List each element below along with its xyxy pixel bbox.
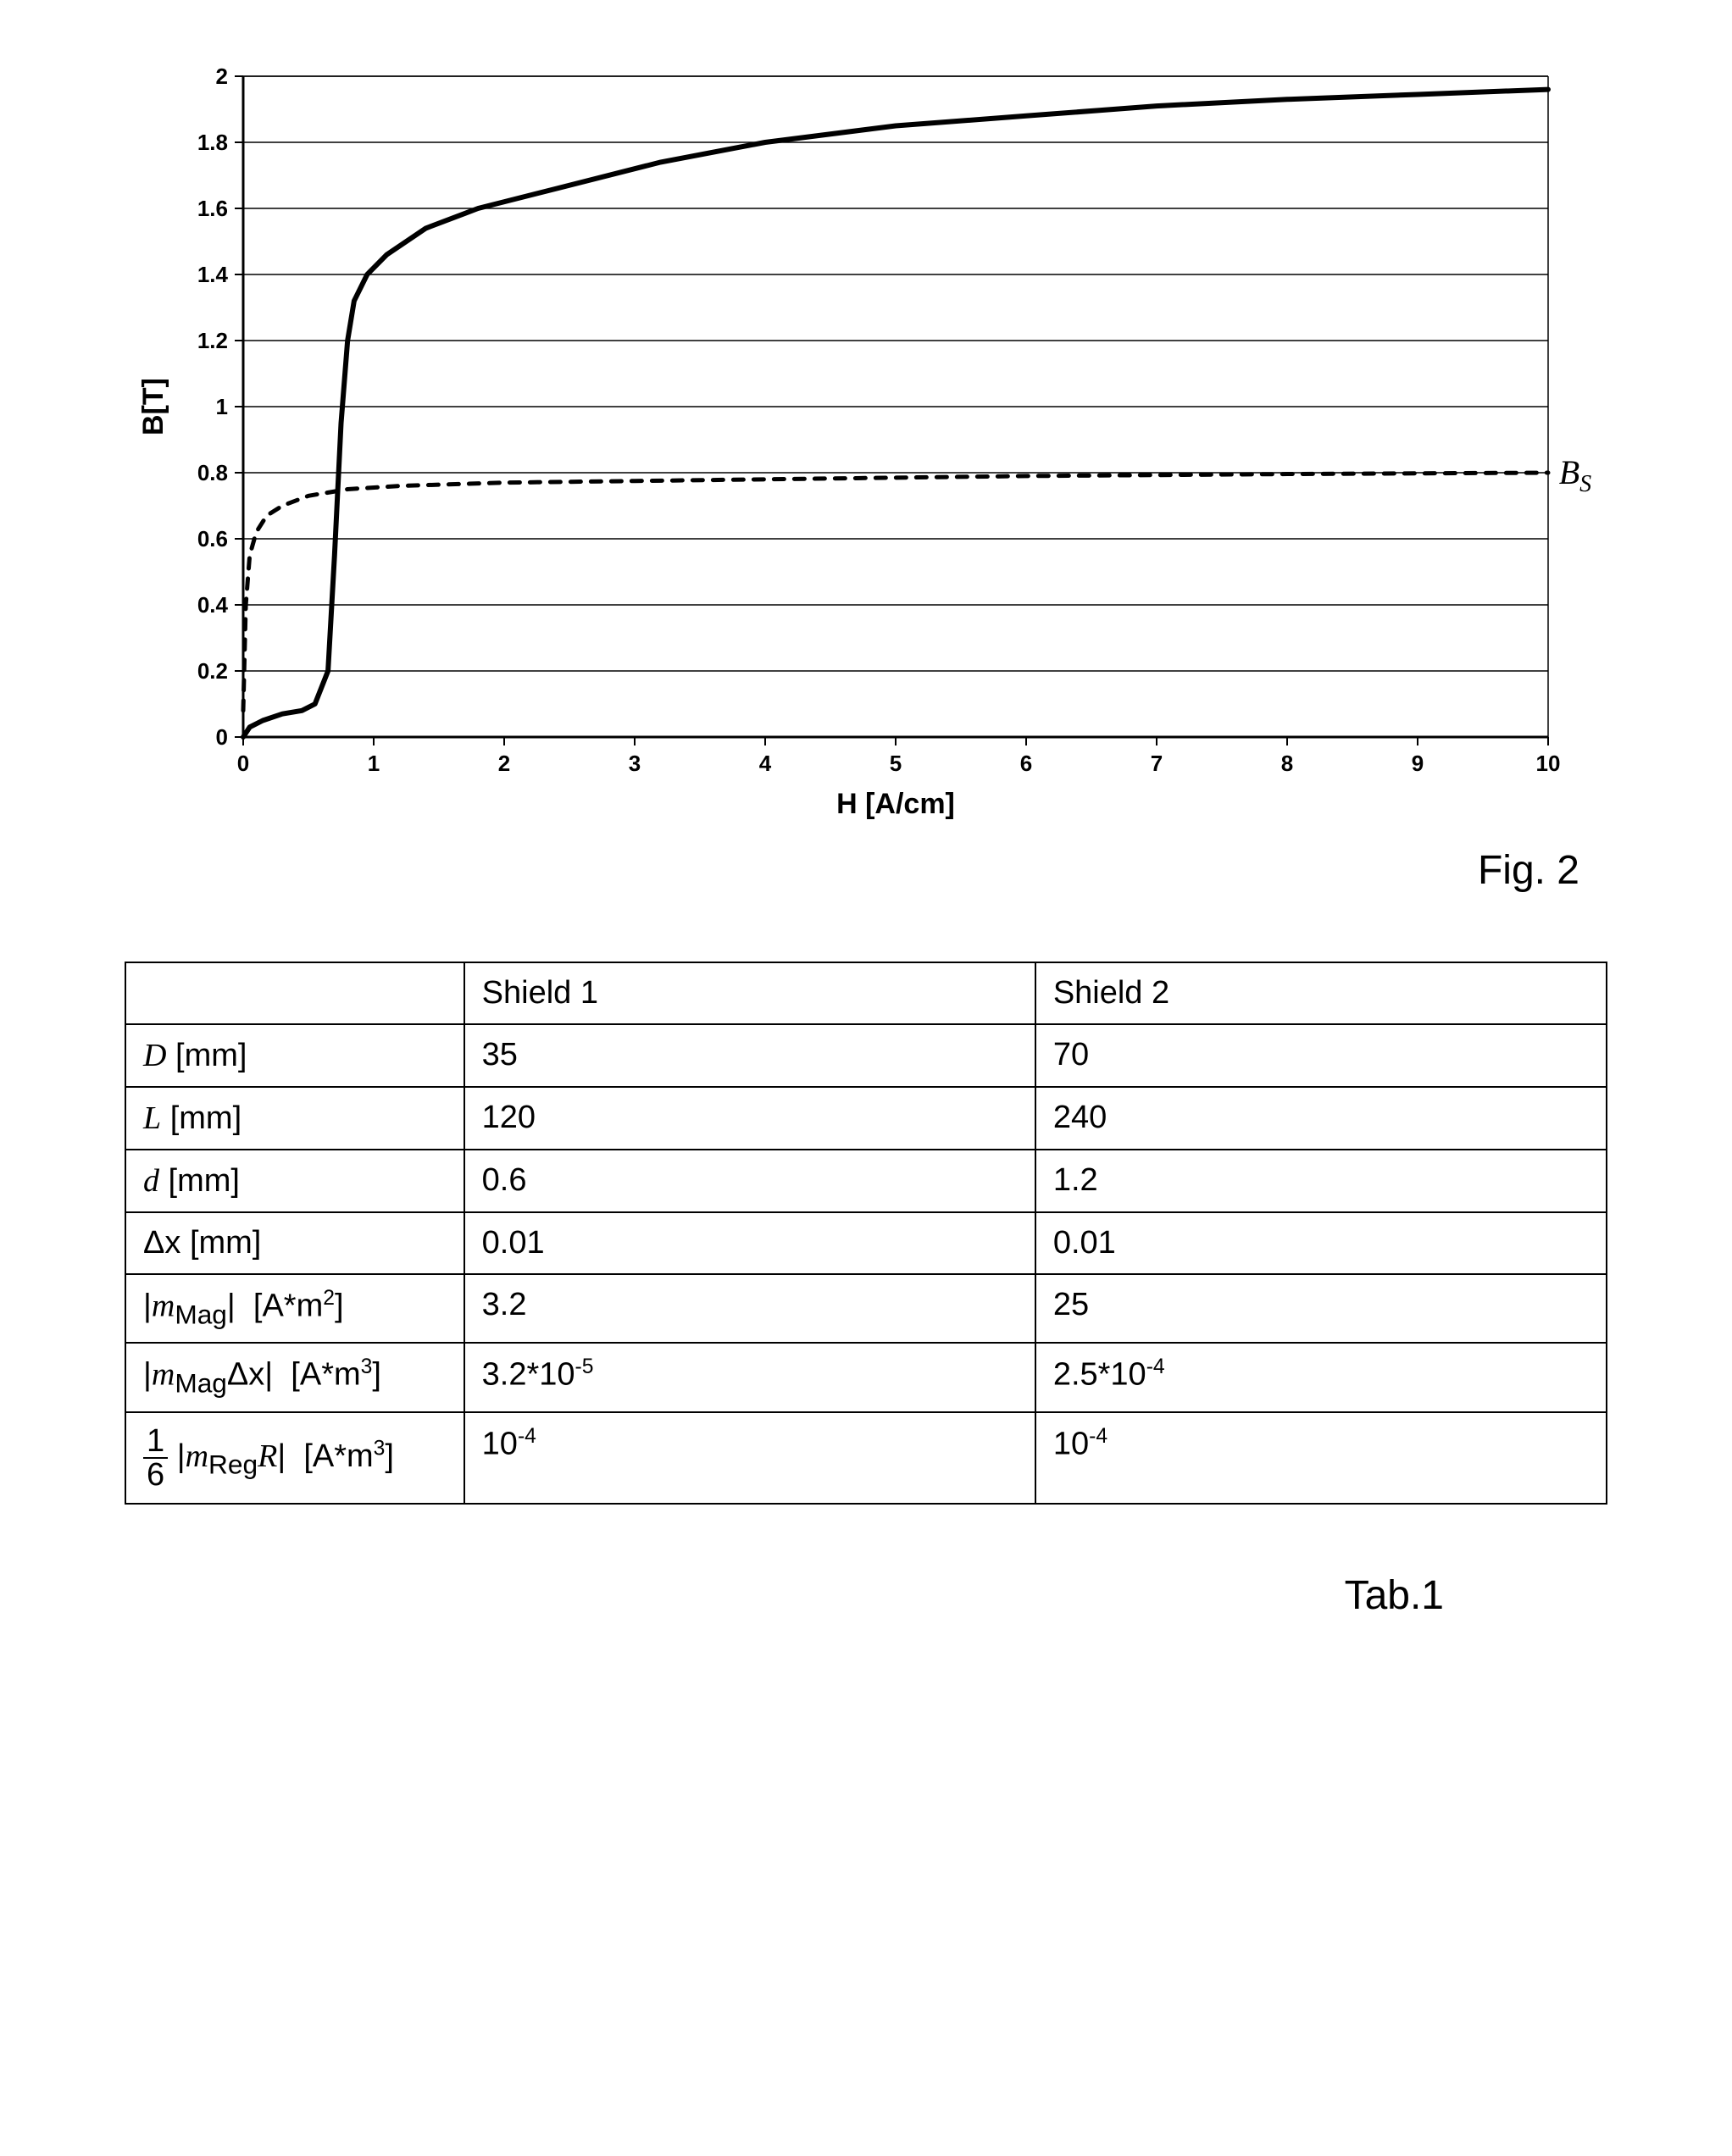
param-cell: L [mm] xyxy=(125,1087,464,1150)
value-shield2: 25 xyxy=(1035,1274,1607,1343)
svg-text:1.4: 1.4 xyxy=(197,262,229,287)
svg-text:6: 6 xyxy=(1020,751,1032,776)
header-blank xyxy=(125,962,464,1024)
shield-table: Shield 1 Shield 2 D [mm]3570L [mm]120240… xyxy=(125,962,1607,1505)
svg-text:1.6: 1.6 xyxy=(197,196,228,221)
svg-text:7: 7 xyxy=(1151,751,1163,776)
value-shield1: 35 xyxy=(464,1024,1035,1087)
svg-text:1.2: 1.2 xyxy=(197,328,228,353)
svg-text:5: 5 xyxy=(890,751,902,776)
svg-text:0.2: 0.2 xyxy=(197,658,228,684)
svg-text:1: 1 xyxy=(368,751,380,776)
table-caption: Tab.1 xyxy=(68,1572,1444,1619)
svg-text:4: 4 xyxy=(759,751,772,776)
table-row: 16 |mRegR| [A*m3]10-410-4 xyxy=(125,1412,1607,1504)
param-cell: |mMag| [A*m2] xyxy=(125,1274,464,1343)
bs-annotation: BS xyxy=(1559,452,1591,498)
figure-caption: Fig. 2 xyxy=(68,847,1579,894)
value-shield2: 1.2 xyxy=(1035,1150,1607,1212)
value-shield1: 0.01 xyxy=(464,1212,1035,1274)
bh-chart: 0 1 2 3 4 5 6 7 8 9 10 0 0.2 0.4 0.6 0.8 1 1.2 1.4 1.6 1.8 2 H… xyxy=(125,42,1607,822)
svg-text:H [A/cm]: H [A/cm] xyxy=(836,788,955,820)
svg-text:0: 0 xyxy=(237,751,249,776)
svg-text:0.4: 0.4 xyxy=(197,592,229,618)
svg-text:10: 10 xyxy=(1536,751,1561,776)
value-shield1: 120 xyxy=(464,1087,1035,1150)
value-shield2: 2.5*10-4 xyxy=(1035,1343,1607,1411)
value-shield1: 3.2*10-5 xyxy=(464,1343,1035,1411)
svg-text:9: 9 xyxy=(1412,751,1424,776)
value-shield2: 240 xyxy=(1035,1087,1607,1150)
svg-text:2: 2 xyxy=(216,64,228,89)
svg-text:2: 2 xyxy=(498,751,510,776)
param-cell: 16 |mRegR| [A*m3] xyxy=(125,1412,464,1504)
header-shield2: Shield 2 xyxy=(1035,962,1607,1024)
svg-text:1: 1 xyxy=(216,394,228,419)
svg-text:B[T]: B[T] xyxy=(137,378,169,435)
param-cell: d [mm] xyxy=(125,1150,464,1212)
param-cell: |mMagΔx| [A*m3] xyxy=(125,1343,464,1411)
svg-text:8: 8 xyxy=(1281,751,1293,776)
table-header-row: Shield 1 Shield 2 xyxy=(125,962,1607,1024)
svg-text:1.8: 1.8 xyxy=(197,130,228,155)
table-row: |mMag| [A*m2]3.225 xyxy=(125,1274,1607,1343)
param-cell: D [mm] xyxy=(125,1024,464,1087)
svg-text:3: 3 xyxy=(629,751,641,776)
value-shield1: 3.2 xyxy=(464,1274,1035,1343)
svg-text:0.6: 0.6 xyxy=(197,526,228,551)
table-row: D [mm]3570 xyxy=(125,1024,1607,1087)
svg-text:0: 0 xyxy=(216,724,228,750)
value-shield2: 0.01 xyxy=(1035,1212,1607,1274)
header-shield1: Shield 1 xyxy=(464,962,1035,1024)
param-cell: Δx [mm] xyxy=(125,1212,464,1274)
table-row: |mMagΔx| [A*m3]3.2*10-52.5*10-4 xyxy=(125,1343,1607,1411)
table-row: Δx [mm]0.010.01 xyxy=(125,1212,1607,1274)
chart-canvas: 0 1 2 3 4 5 6 7 8 9 10 0 0.2 0.4 0.6 0.8 1 1.2 1.4 1.6 1.8 2 H… xyxy=(125,42,1607,822)
value-shield1: 0.6 xyxy=(464,1150,1035,1212)
value-shield1: 10-4 xyxy=(464,1412,1035,1504)
table-row: L [mm]120240 xyxy=(125,1087,1607,1150)
svg-text:0.8: 0.8 xyxy=(197,460,228,485)
value-shield2: 70 xyxy=(1035,1024,1607,1087)
table-row: d [mm]0.61.2 xyxy=(125,1150,1607,1212)
value-shield2: 10-4 xyxy=(1035,1412,1607,1504)
